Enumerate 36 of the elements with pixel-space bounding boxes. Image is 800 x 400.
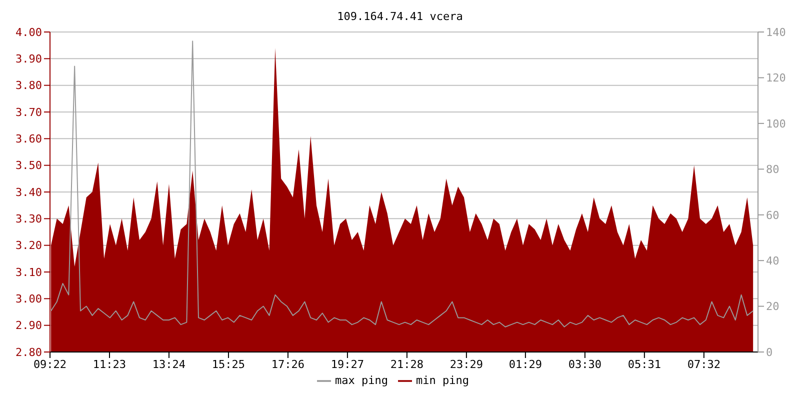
y-tick-label: 2.80 (16, 346, 42, 359)
x-tick-label: 13:24 (152, 358, 186, 371)
x-tick-label: 21:28 (390, 358, 424, 371)
y2-tick-label: 140 (766, 26, 786, 39)
x-tick-label: 17:26 (271, 358, 305, 371)
x-tick-label: 05:31 (628, 358, 661, 371)
chart-title: 109.164.74.41 vcera (336, 9, 464, 25)
y2-tick-label: 0 (766, 346, 773, 359)
y2-tick-label: 80 (766, 163, 780, 176)
y-tick-label: 3.90 (16, 52, 42, 66)
y-tick-label: 3.60 (16, 132, 42, 146)
legend-label: max ping (335, 374, 388, 388)
y-tick-label: 3.20 (16, 239, 42, 252)
y2-tick-label: 40 (766, 254, 780, 268)
x-tick-label: 15:25 (212, 358, 246, 371)
x-tick-label: 23:29 (450, 358, 484, 371)
y2-tick-label: 120 (766, 72, 786, 85)
legend-label: min ping (416, 374, 469, 388)
y-tick-label: 3.10 (16, 266, 42, 279)
x-tick-label: 11:23 (92, 358, 126, 371)
y-tick-label: 3.40 (16, 186, 42, 199)
x-tick-label: 07:32 (687, 358, 720, 371)
y-tick-label: 4.00 (16, 26, 42, 39)
y-tick-label: 3.70 (16, 106, 42, 119)
x-tick-label: 01:29 (508, 358, 542, 371)
y-tick-label: 3.80 (16, 79, 42, 92)
y2-tick-label: 100 (766, 117, 786, 130)
y2-tick-label: 60 (766, 208, 780, 222)
y-tick-label: 2.90 (16, 319, 42, 332)
y2-tick-label: 20 (766, 300, 780, 314)
x-tick-label: 09:22 (33, 358, 67, 371)
x-tick-label: 03:30 (568, 358, 602, 371)
x-tick-label: 19:27 (330, 358, 364, 371)
y-tick-label: 3.00 (16, 292, 42, 306)
y-tick-label: 3.50 (16, 159, 42, 172)
y-tick-label: 3.30 (16, 212, 42, 226)
